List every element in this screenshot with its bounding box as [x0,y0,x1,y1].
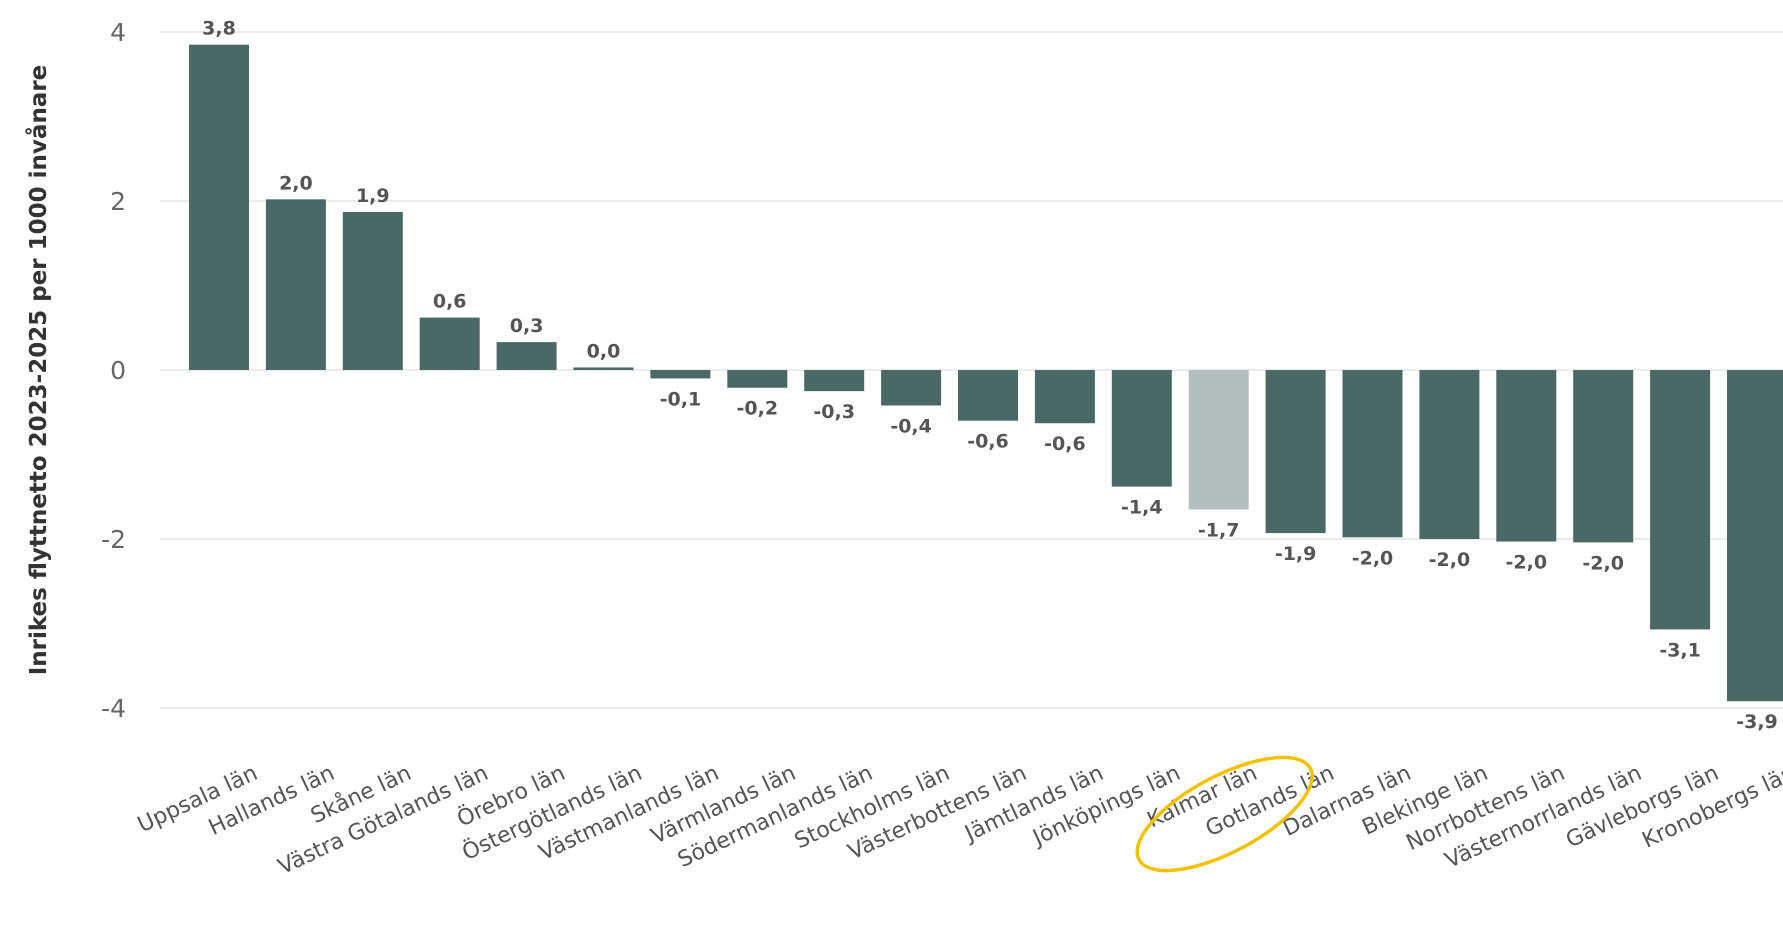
data-label: -3,1 [1659,639,1701,661]
data-label: -2,0 [1429,549,1471,571]
data-label: -0,1 [660,388,702,410]
bar [1573,370,1634,543]
data-label: -1,7 [1198,519,1240,541]
data-label: -0,4 [890,415,932,437]
bar [1265,370,1326,534]
bar [1188,370,1249,510]
data-label: -1,9 [1275,543,1317,565]
data-label: -2,0 [1352,547,1394,569]
y-axis-ticks: 4 2 0 -2 -4 [101,18,126,723]
bar [1034,370,1095,424]
data-label: -0,6 [967,431,1009,453]
data-label: 0,3 [510,315,544,337]
bar [804,370,865,392]
data-label: -0,2 [737,398,779,420]
bars [189,44,1783,702]
bar [1111,370,1172,487]
y-axis-label: Inrikes flyttnetto 2023-2025 per 1000 in… [25,65,52,676]
data-label: 1,9 [356,185,390,207]
y-tick-label: -2 [101,525,126,554]
data-label: -0,3 [813,401,855,423]
data-label: 0,0 [587,340,621,362]
data-label: 3,8 [202,18,236,40]
bar [342,211,403,370]
bar [1650,370,1711,630]
bar [265,199,326,370]
data-label: -0,6 [1044,433,1086,455]
bar [189,44,249,371]
y-tick-label: 2 [110,187,126,216]
bar [496,342,557,370]
bar [958,370,1018,421]
bar [727,370,788,388]
data-label: -1,4 [1121,497,1163,519]
data-label: -2,0 [1582,552,1624,574]
data-label: -3,9 [1736,711,1778,733]
data-label: 2,0 [279,172,313,194]
bar [881,370,942,406]
y-tick-label: 4 [110,18,126,47]
bar [1496,370,1557,542]
y-tick-label: 0 [110,356,126,385]
data-labels: 3,8 2,0 1,9 0,6 0,3 0,0 -0,1 -0,2 -0,3 -0,4 -0,6 -0… [202,18,1778,734]
highlight-circle [1135,755,1314,873]
bar [1419,370,1480,539]
bar [1342,370,1403,538]
data-label: 0,6 [433,291,467,313]
data-label: -2,0 [1506,552,1548,574]
bar [419,317,480,370]
y-tick-label: -4 [101,694,126,723]
bar [650,370,711,379]
bar [573,367,634,370]
bar [1727,370,1783,702]
